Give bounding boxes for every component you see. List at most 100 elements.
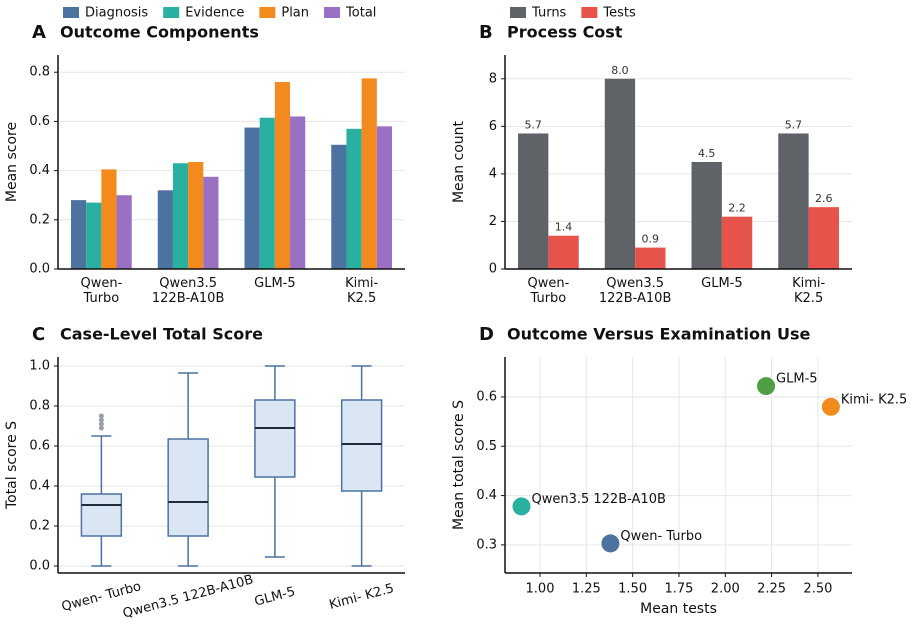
legend-label: Turns	[531, 6, 567, 21]
y-tick-label: 8	[489, 71, 497, 86]
legend-label: Diagnosis	[85, 6, 148, 21]
x-axis-label: Mean tests	[640, 601, 717, 617]
panel-letter: A	[32, 22, 46, 43]
legend-swatch	[581, 7, 598, 18]
bar	[346, 128, 362, 269]
x-tick-label: 1.50	[618, 582, 647, 597]
box	[340, 399, 383, 492]
legend-swatch	[510, 7, 526, 18]
bar	[361, 78, 377, 269]
legend-label: Total	[345, 6, 376, 21]
x-tick-label: 1.75	[664, 582, 693, 597]
bar	[721, 216, 753, 269]
x-tick-label: Qwen3.5 122B-A10B	[599, 276, 672, 306]
y-tick-label: 0.4	[29, 163, 50, 178]
panel-letter: B	[479, 22, 493, 43]
bar	[635, 247, 666, 269]
y-tick-label: 0.2	[29, 212, 50, 227]
y-tick-label: 0.6	[476, 389, 497, 404]
x-tick-label: Qwen3.5 122B-A10B	[152, 276, 225, 306]
point	[821, 397, 840, 416]
y-tick-label: 4	[489, 166, 497, 181]
value-label: 0.9	[642, 233, 660, 246]
y-axis-label: Mean score	[4, 122, 20, 202]
value-label: 4.5	[698, 147, 716, 160]
point	[512, 497, 531, 516]
chart-title: Process Cost	[507, 23, 623, 42]
value-label: 5.7	[524, 118, 542, 131]
y-tick-label: 0.8	[29, 65, 50, 80]
y-axis-label: Mean total score S	[451, 400, 467, 530]
flier	[98, 421, 104, 427]
y-tick-label: 2	[489, 214, 497, 229]
x-tick-label: 1.00	[526, 582, 555, 597]
x-tick-label: 1.25	[572, 582, 601, 597]
y-tick-label: 0	[489, 262, 497, 277]
y-axis-label: Mean count	[451, 120, 467, 203]
y-tick-label: 0.3	[476, 537, 497, 552]
flier	[98, 413, 104, 419]
value-label: 8.0	[611, 64, 629, 77]
legend-label: Tests	[602, 6, 636, 21]
y-tick-label: 0.5	[476, 439, 497, 454]
bar	[203, 176, 219, 269]
x-tick-label: GLM-5	[253, 584, 297, 609]
y-tick-label: 1.0	[29, 359, 50, 374]
bar	[691, 162, 722, 269]
bar	[188, 162, 204, 269]
chart-title: Case-Level Total Score	[60, 325, 263, 344]
value-label: 2.2	[728, 202, 746, 215]
bar	[548, 235, 579, 269]
bar	[778, 133, 809, 269]
box	[167, 438, 209, 537]
bar	[71, 200, 87, 269]
panel-letter: C	[32, 324, 45, 345]
bar	[331, 144, 347, 269]
point-label: Qwen- Turbo	[620, 529, 702, 544]
value-label: 2.6	[815, 192, 833, 205]
point	[601, 534, 620, 553]
panel-letter: D	[479, 324, 494, 345]
x-tick-label: GLM-5	[701, 276, 743, 291]
x-tick-label: 2.25	[757, 582, 786, 597]
bar	[101, 169, 117, 269]
y-tick-label: 6	[489, 119, 497, 134]
x-tick-label: Kimi-K2.5	[345, 276, 378, 306]
bar	[157, 190, 173, 269]
x-tick-label: Qwen-Turbo	[80, 276, 122, 306]
legend-label: Evidence	[185, 6, 244, 21]
y-tick-label: 0.2	[29, 519, 50, 534]
bar	[808, 207, 839, 269]
bar	[274, 82, 291, 270]
x-tick-label: Qwen-Turbo	[527, 276, 569, 306]
chart-title: Outcome Components	[60, 23, 259, 42]
legend-label: Plan	[281, 6, 309, 21]
x-tick-label: GLM-5	[254, 276, 296, 291]
point-label: GLM-5	[776, 372, 818, 387]
legend-swatch	[259, 7, 276, 18]
box	[80, 493, 123, 537]
x-tick-label: 2.00	[711, 582, 740, 597]
bar	[376, 126, 392, 269]
y-tick-label: 0.8	[29, 399, 50, 414]
x-tick-label: Qwen3.5 122B-A10B	[121, 572, 255, 621]
y-tick-label: 0.6	[29, 439, 50, 454]
legend-swatch	[163, 7, 180, 18]
y-tick-label: 0.0	[29, 559, 50, 574]
point	[757, 377, 776, 396]
bar	[86, 202, 102, 269]
box	[254, 399, 296, 478]
point-label: Kimi- K2.5	[841, 392, 907, 407]
bar	[604, 78, 636, 270]
flier	[98, 417, 104, 423]
bar	[116, 195, 132, 269]
x-tick-label: 2.50	[803, 582, 832, 597]
value-label: 5.7	[785, 118, 803, 131]
x-tick-label: Kimi-K2.5	[792, 276, 825, 306]
y-tick-label: 0.4	[476, 488, 497, 503]
bar	[290, 116, 306, 269]
x-tick-label: Kimi- K2.5	[328, 581, 396, 613]
bar	[172, 163, 189, 269]
chart-title: Outcome Versus Examination Use	[507, 325, 810, 344]
